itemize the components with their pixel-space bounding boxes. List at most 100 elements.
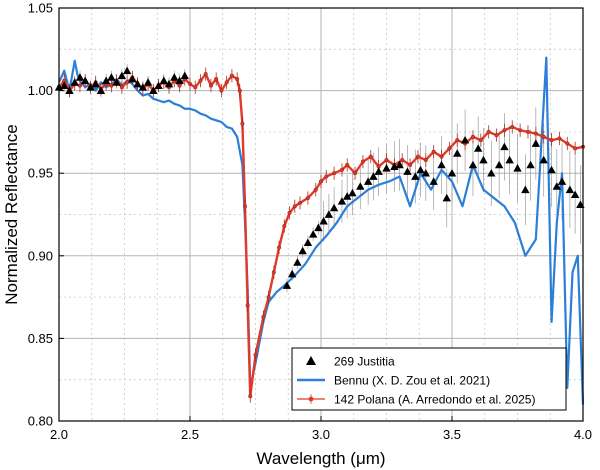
- polana-point: [229, 73, 234, 78]
- justitia-point: [159, 76, 168, 85]
- justitia-point: [133, 79, 142, 88]
- x-tick-label: 2.5: [181, 427, 199, 442]
- justitia-point: [453, 149, 462, 157]
- justitia-point: [122, 66, 132, 75]
- justitia-point: [447, 169, 457, 177]
- polana-point: [305, 195, 310, 201]
- polana-point: [415, 154, 420, 159]
- polana-point: [242, 204, 248, 209]
- justitia-point: [180, 71, 189, 80]
- polana-point: [292, 204, 297, 209]
- justitia-point: [170, 73, 179, 81]
- polana-point: [203, 72, 208, 77]
- justitia-point: [474, 144, 483, 152]
- legend-label: 142 Polana (A. Arredondo et al. 2025): [334, 393, 535, 407]
- justitia-point: [128, 74, 137, 83]
- polana-point: [447, 146, 452, 151]
- justitia-point: [101, 76, 111, 85]
- legend-entry: 269 Justitia: [306, 355, 395, 369]
- justitia-point: [303, 238, 313, 246]
- justitia-point: [442, 193, 451, 202]
- justitia-point: [416, 165, 425, 174]
- legend-label: Bennu (X. D. Zou et al. 2021): [334, 374, 490, 388]
- justitia-point: [421, 169, 430, 177]
- legend-marker-triangle: [306, 356, 316, 365]
- y-tick-label: 1.05: [28, 1, 53, 16]
- polana-point: [177, 83, 182, 88]
- justitia-point: [107, 73, 116, 81]
- polana-point: [193, 85, 198, 90]
- polana-point: [478, 138, 483, 143]
- polana-point: [237, 88, 242, 93]
- justitia-point: [112, 78, 121, 86]
- polana-point: [261, 314, 266, 319]
- justitia-point: [437, 160, 446, 169]
- justitia-point: [308, 230, 318, 238]
- justitia-point: [348, 188, 357, 197]
- justitia-point: [363, 177, 373, 185]
- polana-point: [439, 154, 444, 159]
- polana-point: [502, 128, 507, 133]
- justitia-point: [552, 182, 561, 190]
- polana-point: [297, 200, 303, 205]
- justitia-point: [175, 76, 184, 85]
- justitia-point: [314, 223, 323, 232]
- series-layer: [54, 56, 586, 405]
- justitia-point: [65, 86, 74, 94]
- x-tick-label: 3.5: [443, 427, 461, 442]
- polana-point: [324, 174, 329, 179]
- justitia-point: [531, 139, 541, 147]
- y-tick-label: 0.85: [28, 331, 53, 346]
- polana-point: [360, 159, 365, 164]
- justitia-point: [91, 79, 100, 88]
- justitia-point: [81, 76, 90, 85]
- justitia-point: [70, 78, 79, 86]
- y-tick-label: 0.95: [28, 166, 53, 181]
- polana-point: [384, 157, 389, 163]
- polana-point: [187, 81, 193, 87]
- justitia-point: [539, 155, 548, 164]
- justitia-point: [96, 86, 106, 94]
- polana-point: [557, 136, 562, 141]
- justitia-point: [287, 269, 297, 278]
- justitia-point: [154, 81, 163, 90]
- justitia-point: [526, 160, 535, 169]
- justitia-point: [557, 177, 567, 185]
- x-tick-label: 2.0: [50, 427, 68, 442]
- polana-point: [408, 162, 413, 167]
- justitia-point: [369, 172, 378, 180]
- polana-point: [313, 187, 318, 192]
- polana-point: [486, 129, 491, 134]
- polana-point: [214, 76, 219, 82]
- legend-box: [291, 347, 567, 411]
- polana-point: [266, 295, 271, 300]
- justitia-point: [164, 79, 174, 88]
- polana-point: [541, 134, 546, 139]
- polana-point: [549, 138, 554, 143]
- justitia-point: [547, 165, 556, 174]
- polana-point: [533, 131, 538, 136]
- justitia-point: [143, 78, 153, 86]
- polana-point: [318, 179, 324, 184]
- legend-marker-dot: [308, 396, 314, 402]
- polana-point: [277, 245, 282, 250]
- x-tick-label: 3.0: [312, 427, 330, 442]
- legend-label: 269 Justitia: [334, 355, 395, 369]
- polana-point: [353, 171, 358, 176]
- x-axis-title: Wavelength (μm): [256, 449, 385, 468]
- justitia-point: [505, 155, 514, 164]
- justitia-point: [500, 142, 509, 151]
- polana-point: [339, 167, 345, 172]
- y-tick-label: 0.80: [28, 414, 53, 429]
- justitia-point: [319, 216, 328, 225]
- justitia-point: [487, 169, 496, 177]
- justitia-point: [298, 246, 307, 255]
- justitia-point: [494, 160, 504, 169]
- justitia-point: [460, 135, 470, 144]
- justitia-point: [293, 258, 302, 266]
- justitia-point: [149, 86, 158, 94]
- polana-point: [271, 270, 276, 275]
- justitia-point: [382, 164, 391, 172]
- justitia-point: [324, 210, 334, 218]
